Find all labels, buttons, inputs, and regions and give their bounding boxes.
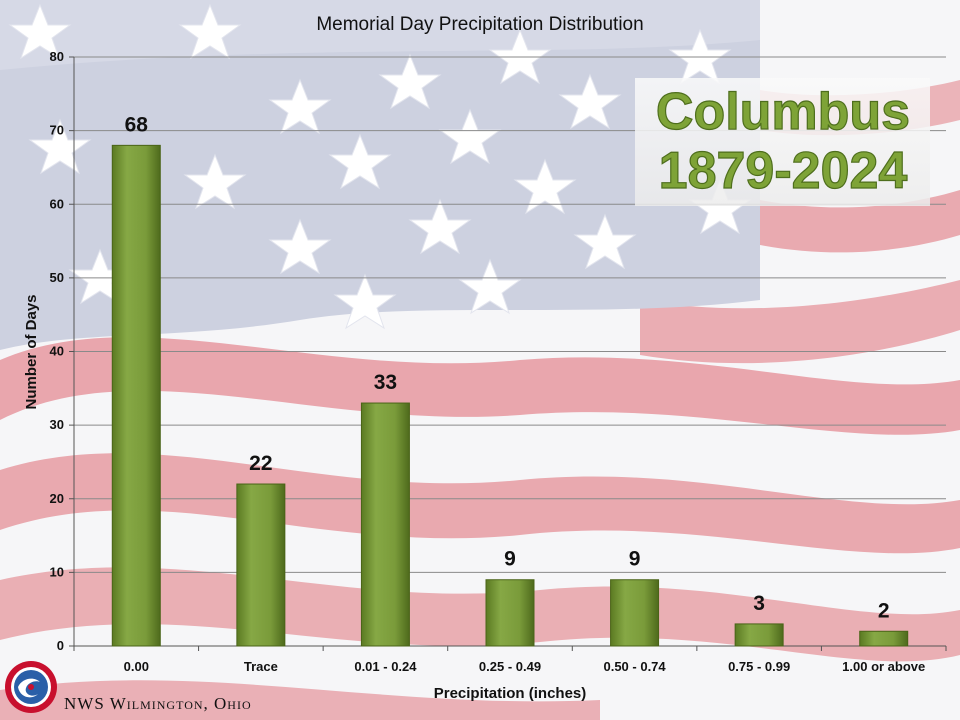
y-tick-label: 0: [57, 638, 64, 653]
y-tick-label: 80: [50, 49, 64, 64]
site-overlay: Columbus 1879-2024: [635, 78, 930, 206]
site-name: Columbus: [656, 83, 910, 141]
bar-5: [610, 579, 660, 647]
bar-6: [734, 623, 784, 647]
y-tick-label: 10: [50, 564, 64, 579]
office-name: NWS Wilmington, Ohio: [64, 694, 252, 713]
y-tick-label: 70: [50, 123, 64, 138]
data-label: 33: [374, 371, 397, 394]
y-tick-label: 60: [50, 196, 64, 211]
x-tick-label: 0.25 - 0.49: [479, 659, 541, 674]
site-period: 1879-2024: [659, 142, 908, 200]
x-tick-label: 1.00 or above: [842, 659, 925, 674]
y-tick-label: 50: [50, 270, 64, 285]
x-tick-label: 0.75 - 0.99: [728, 659, 790, 674]
y-tick-label: 20: [50, 491, 64, 506]
y-tick-label: 30: [50, 417, 64, 432]
x-tick-label: 0.00: [124, 659, 149, 674]
nws-logo: [5, 661, 57, 713]
bar-1: [111, 144, 161, 647]
data-labels: 68 22 33 9 9 3 2: [125, 113, 890, 622]
bar-7: [859, 630, 909, 647]
data-label: 9: [504, 548, 516, 571]
data-label: 3: [753, 592, 765, 615]
bar-4: [485, 579, 535, 647]
y-tick-label: 40: [50, 344, 64, 359]
y-tick-labels: 0 10 20 30 40 50 60 70 80: [50, 49, 64, 653]
bar-3: [360, 402, 410, 647]
bars: [111, 144, 909, 647]
x-tick-label: 0.50 - 0.74: [603, 659, 666, 674]
x-tick-label: Trace: [244, 659, 278, 674]
data-label: 2: [878, 599, 890, 622]
x-tick-label: 0.01 - 0.24: [354, 659, 417, 674]
data-label: 68: [125, 113, 149, 136]
y-axis-title: Number of Days: [23, 294, 40, 409]
x-tick-labels: 0.00 Trace 0.01 - 0.24 0.25 - 0.49 0.50 - 0.…: [124, 659, 926, 674]
chart-title: Memorial Day Precipitation Distribution: [316, 14, 643, 35]
site-overlay-box: [635, 78, 930, 206]
data-label: 9: [629, 548, 641, 571]
bar-2: [236, 483, 286, 647]
data-label: 22: [249, 452, 272, 475]
x-axis-title: Precipitation (inches): [434, 685, 587, 702]
